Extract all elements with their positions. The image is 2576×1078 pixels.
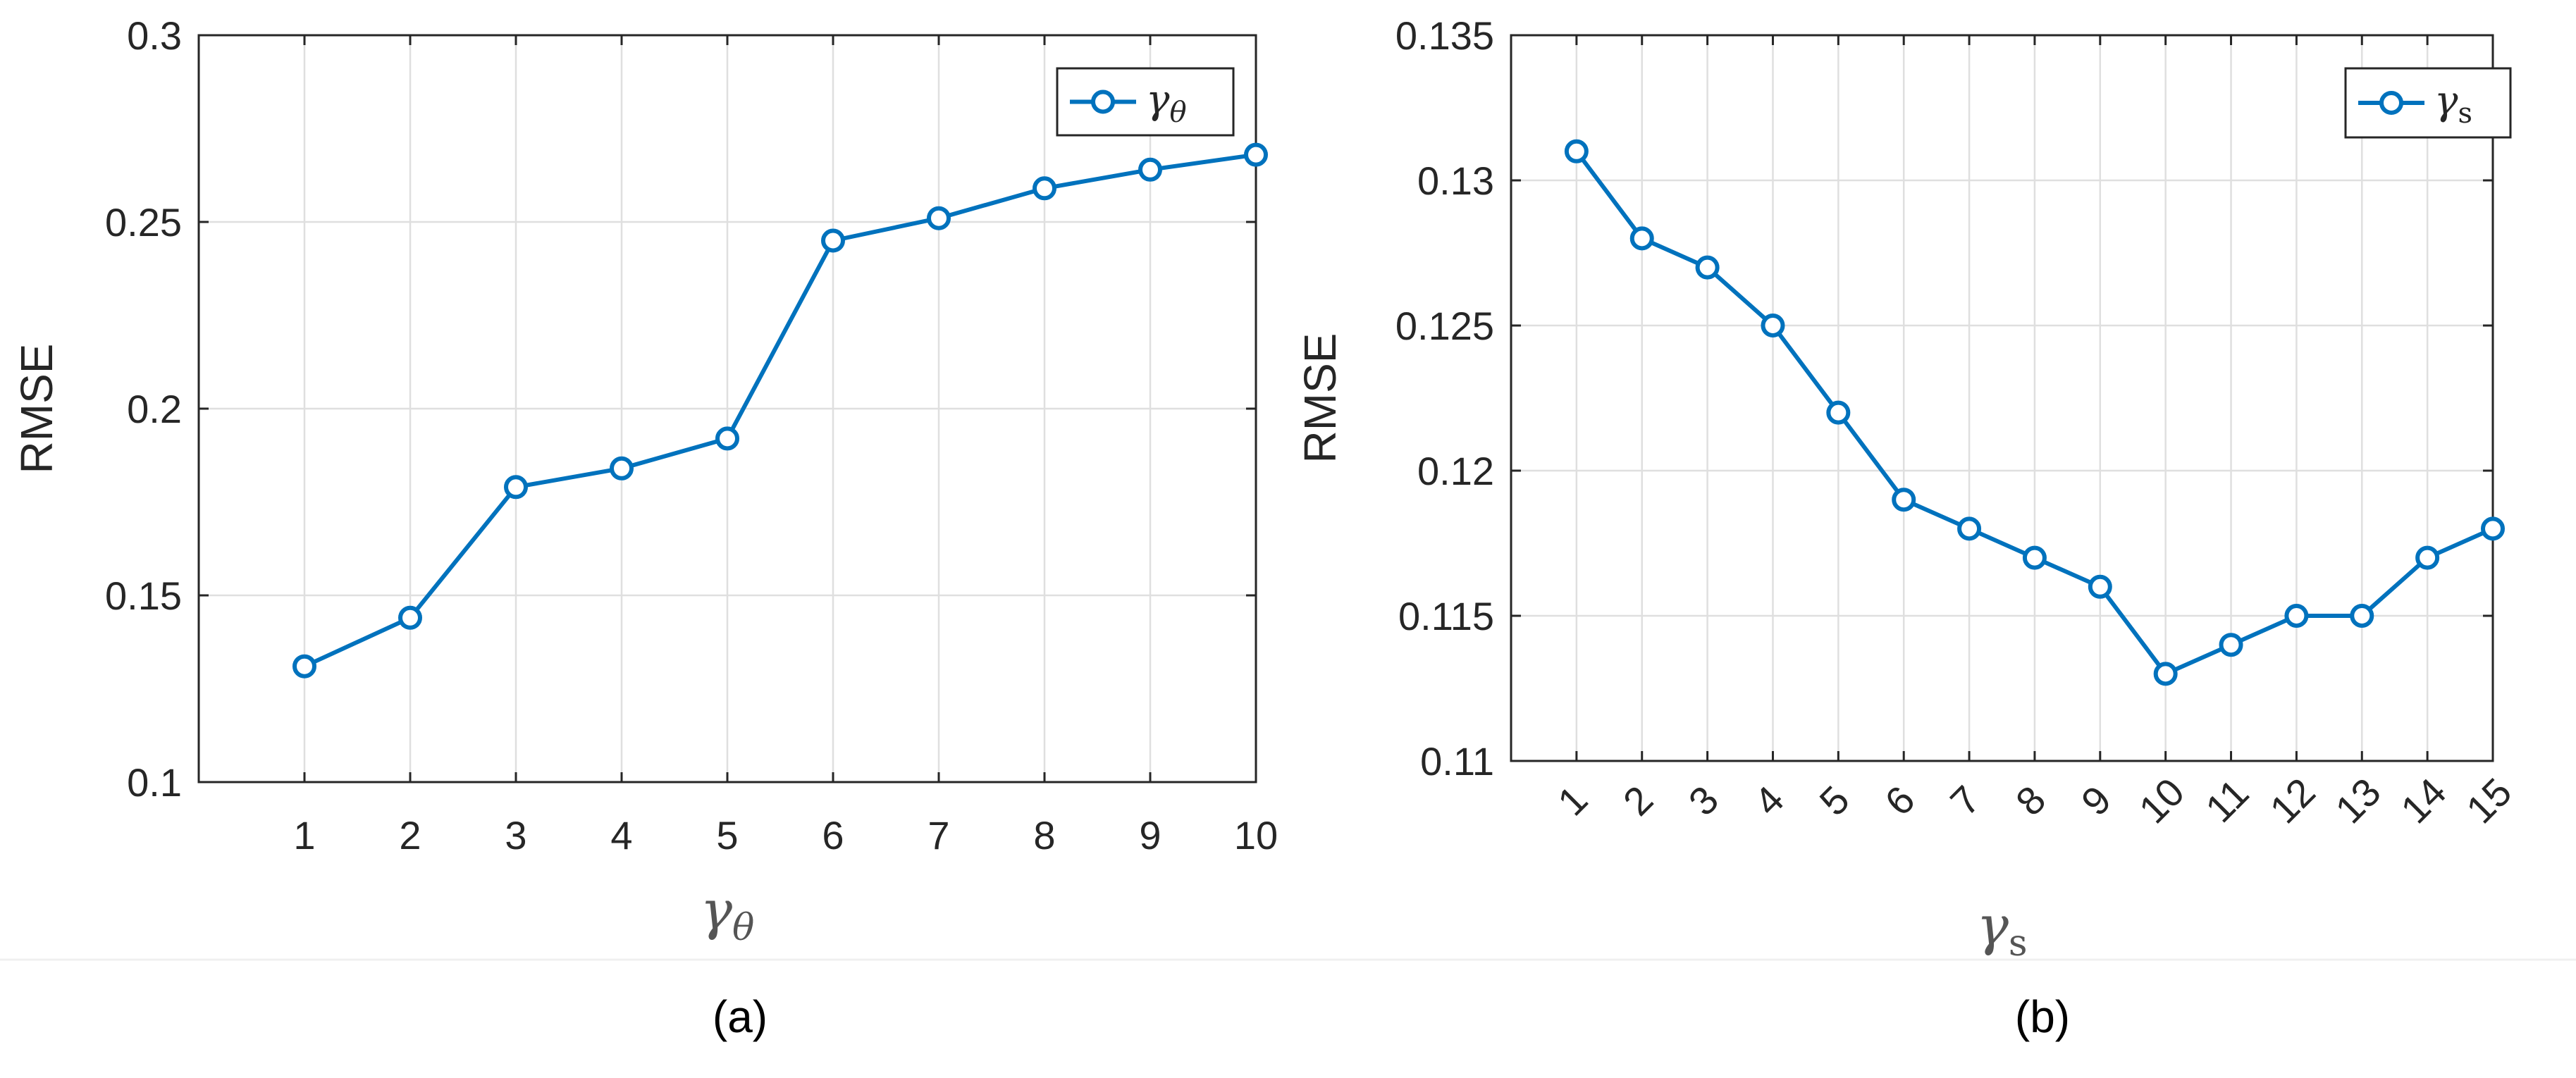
data-point <box>1629 226 1654 251</box>
data-point <box>2153 662 2178 686</box>
data-point <box>1892 488 1916 512</box>
data-point <box>2219 633 2243 657</box>
data-point <box>610 456 634 481</box>
data-point <box>1033 176 1056 201</box>
x-tick-label: 3 <box>505 813 526 857</box>
legend-label: γs <box>2434 78 2472 130</box>
y-tick-label: 0.125 <box>1395 304 1494 348</box>
legend-label-subscript: s <box>2458 97 2472 130</box>
data-point <box>927 206 951 230</box>
data-point <box>2022 545 2047 570</box>
legend: γs <box>2344 67 2512 139</box>
y-tick-label: 0.1 <box>127 760 182 805</box>
y-tick-label: 0.12 <box>1417 449 1494 493</box>
x-tick-label: 2 <box>399 813 421 857</box>
chart-b: 1 2 3 4 5 6 7 8 9 10 11 12 13 14 150.110.1150.120.1250… <box>1295 13 2520 965</box>
legend: γθ <box>1056 67 1235 137</box>
data-point <box>2481 516 2505 541</box>
y-tick-label: 0.115 <box>1398 594 1494 638</box>
x-axis-label-subscript: s <box>2009 922 2028 965</box>
data-point <box>2350 604 2374 628</box>
x-tick-label: 5 <box>716 813 738 857</box>
data-point <box>1138 157 1162 182</box>
y-axis-label: RMSE <box>1295 333 1345 464</box>
data-point <box>398 605 422 630</box>
y-tick-label: 0.2 <box>127 387 182 431</box>
data-point <box>1244 142 1268 167</box>
plot-area <box>1511 35 2493 761</box>
legend-label-symbol: γ <box>2434 78 2458 124</box>
y-tick-label: 0.135 <box>1395 13 1494 58</box>
data-point <box>1761 314 1785 337</box>
data-point <box>715 426 739 451</box>
y-tick-label: 0.25 <box>105 200 182 244</box>
data-point <box>504 475 528 500</box>
x-axis-label: γθ <box>701 879 755 949</box>
data-point <box>1564 139 1589 163</box>
legend-label-symbol: γ <box>1146 78 1170 123</box>
x-tick-label: 8 <box>1033 813 1055 857</box>
legend-marker <box>1091 89 1115 114</box>
data-point <box>1826 400 1851 425</box>
x-tick-label: 7 <box>928 813 949 857</box>
caption-b: (b) <box>2015 991 2070 1042</box>
y-tick-label: 0.13 <box>1417 159 1494 203</box>
y-tick-label: 0.11 <box>1420 739 1494 783</box>
legend-box <box>1056 67 1235 137</box>
x-axis-label-symbol: γ <box>701 879 733 941</box>
data-point <box>2284 604 2309 628</box>
x-tick-label: 4 <box>610 813 632 857</box>
legend-label-subscript: θ <box>1169 97 1186 129</box>
caption-a: (a) <box>713 991 768 1042</box>
axes-box <box>1510 34 2494 762</box>
x-tick-label: 1 <box>293 813 315 857</box>
data-point <box>1957 516 1982 541</box>
data-point <box>1695 255 1720 280</box>
data-point <box>292 654 316 679</box>
y-tick-label: 0.15 <box>105 574 182 618</box>
series-line <box>303 152 1257 669</box>
y-tick-label: 0.3 <box>127 13 182 58</box>
legend-label: γθ <box>1146 78 1187 129</box>
data-point <box>2415 545 2440 570</box>
x-axis-label: γs <box>1976 894 2027 965</box>
data-point <box>2088 574 2112 599</box>
x-tick-label: 10 <box>1234 813 1278 857</box>
x-tick-label: 9 <box>1139 813 1161 857</box>
data-point <box>821 228 845 253</box>
x-tick-label: 6 <box>822 813 844 857</box>
x-axis-label-symbol: γ <box>1976 894 2009 957</box>
x-axis-label-subscript: θ <box>732 907 754 949</box>
legend-marker <box>2379 91 2403 115</box>
y-axis-label: RMSE <box>11 344 62 474</box>
